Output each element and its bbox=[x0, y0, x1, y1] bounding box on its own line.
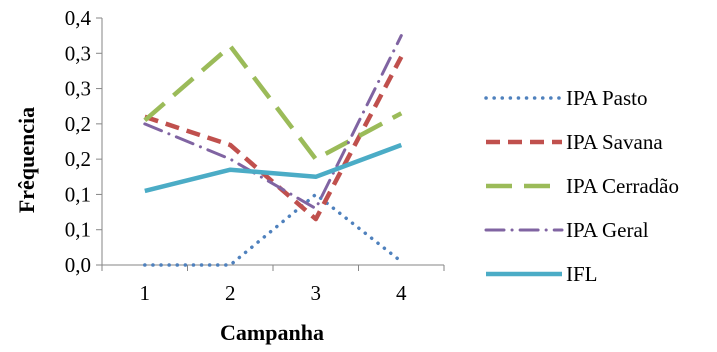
chart-legend: IPA Pasto IPA Savana IPA Cerradão IPA Geral… bbox=[484, 86, 679, 286]
y-tick-label: 0,3 bbox=[65, 77, 91, 101]
series-line-ipa-savana bbox=[144, 55, 404, 222]
legend-label-ifl: IFL bbox=[566, 262, 598, 286]
legend-label-ipa-savana: IPA Savana bbox=[566, 130, 663, 154]
series-line-ipa-pasto bbox=[143, 192, 404, 267]
legend-label-ipa-geral: IPA Geral bbox=[566, 218, 649, 242]
x-tick-label: 1 bbox=[140, 281, 151, 305]
y-tick-label: 0,2 bbox=[65, 112, 91, 136]
y-tick-label: 0,4 bbox=[65, 6, 92, 30]
x-tick-label: 3 bbox=[311, 281, 322, 305]
y-tick-label: 0,1 bbox=[65, 218, 91, 242]
chart-axes: 0,0 0,1 0,1 0,2 0,2 0,3 0,3 0,4 1 2 3 4 bbox=[65, 6, 445, 305]
x-tick-label: 2 bbox=[225, 281, 236, 305]
x-tick-label: 4 bbox=[396, 281, 407, 305]
y-tick-label: 0,3 bbox=[65, 41, 91, 65]
legend-label-ipa-pasto: IPA Pasto bbox=[566, 86, 648, 110]
chart-series-layer bbox=[143, 34, 404, 267]
y-tick-label: 0,0 bbox=[65, 253, 91, 277]
y-axis-title: Frêquencia bbox=[14, 107, 39, 213]
series-line-ipa-cerradao bbox=[143, 43, 403, 162]
series-line-ipa-geral bbox=[143, 34, 403, 210]
x-axis-title: Campanha bbox=[220, 320, 324, 345]
y-tick-label: 0,1 bbox=[65, 182, 91, 206]
y-tick-label: 0,2 bbox=[65, 147, 91, 171]
series-line-ifl bbox=[144, 142, 403, 194]
legend-label-ipa-cerradao: IPA Cerradão bbox=[566, 174, 679, 198]
